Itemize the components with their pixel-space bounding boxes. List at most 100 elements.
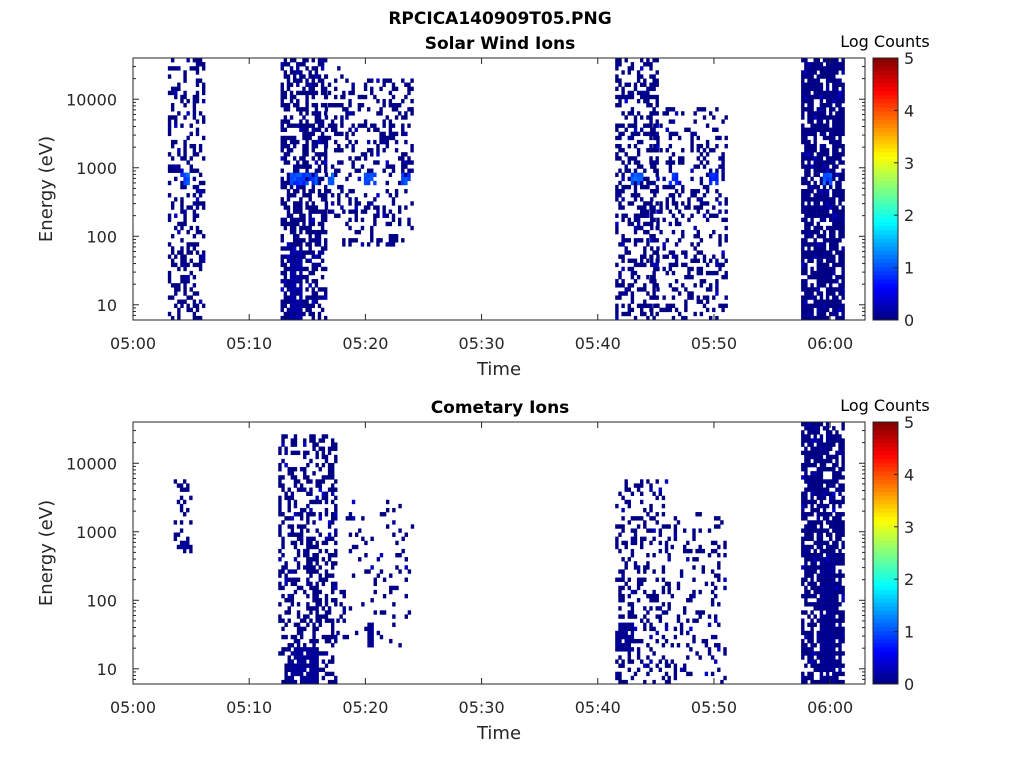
heatmap-cell bbox=[832, 152, 836, 157]
heatmap-cell bbox=[804, 127, 808, 132]
heatmap-cell bbox=[832, 238, 836, 243]
heatmap-cell bbox=[627, 634, 631, 640]
heatmap-cell bbox=[305, 266, 309, 272]
heatmap-cell bbox=[693, 189, 697, 194]
heatmap-cell bbox=[201, 62, 206, 67]
heatmap-cell bbox=[309, 458, 313, 464]
heatmap-cell bbox=[832, 107, 836, 112]
heatmap-cell bbox=[311, 279, 315, 284]
heatmap-cell bbox=[334, 585, 338, 591]
heatmap-cell bbox=[340, 115, 344, 120]
heatmap-cell bbox=[838, 66, 842, 71]
heatmap-cell bbox=[841, 303, 845, 309]
heatmap-cell bbox=[334, 548, 338, 554]
heatmap-cell bbox=[330, 438, 335, 443]
heatmap-cell bbox=[170, 283, 175, 288]
heatmap-cell bbox=[342, 593, 346, 599]
heatmap-cell bbox=[292, 135, 297, 141]
heatmap-cell bbox=[334, 634, 338, 640]
heatmap-cell bbox=[311, 262, 315, 268]
heatmap-cell bbox=[650, 217, 654, 223]
heatmap-cell bbox=[367, 634, 371, 640]
heatmap-cell bbox=[841, 524, 845, 529]
heatmap-cell bbox=[822, 193, 827, 198]
heatmap-cell bbox=[401, 176, 405, 182]
heatmap-cell bbox=[299, 283, 303, 288]
heatmap-cell bbox=[643, 614, 647, 619]
heatmap-cell bbox=[284, 434, 288, 439]
heatmap-cell bbox=[312, 585, 316, 591]
heatmap-cell bbox=[819, 209, 824, 214]
heatmap-cell bbox=[829, 573, 833, 578]
heatmap-cell bbox=[615, 152, 619, 157]
heatmap-cell bbox=[807, 520, 811, 525]
heatmap-cell bbox=[825, 651, 830, 656]
heatmap-cell bbox=[652, 58, 656, 63]
heatmap-cell bbox=[401, 123, 405, 128]
heatmap-cell bbox=[835, 544, 839, 550]
heatmap-cell bbox=[702, 164, 707, 169]
heatmap-cell bbox=[646, 610, 650, 615]
heatmap-cell bbox=[677, 135, 682, 141]
colorbar-segment bbox=[873, 569, 898, 574]
heatmap-cell bbox=[838, 287, 842, 292]
heatmap-cell bbox=[825, 585, 830, 591]
heatmap-cell bbox=[330, 536, 335, 542]
heatmap-cell bbox=[314, 70, 319, 75]
heatmap-cell bbox=[807, 184, 811, 190]
heatmap-cell bbox=[286, 135, 291, 141]
heatmap-cell bbox=[649, 606, 653, 611]
heatmap-cell bbox=[724, 115, 728, 120]
heatmap-cell bbox=[376, 78, 380, 83]
heatmap-cell bbox=[315, 585, 319, 591]
colorbar-segment bbox=[873, 479, 898, 484]
heatmap-cell bbox=[183, 258, 187, 263]
heatmap-cell bbox=[296, 487, 301, 492]
heatmap-cell bbox=[804, 152, 808, 157]
heatmap-cell bbox=[299, 287, 303, 292]
heatmap-cell bbox=[615, 638, 619, 644]
heatmap-cell bbox=[674, 254, 679, 259]
colorbar-segment bbox=[873, 524, 898, 529]
heatmap-cell bbox=[825, 66, 830, 71]
heatmap-cell bbox=[309, 438, 313, 443]
heatmap-cell bbox=[312, 593, 316, 599]
heatmap-cell bbox=[382, 610, 387, 615]
heatmap-cell bbox=[354, 197, 358, 202]
heatmap-cell bbox=[302, 184, 306, 190]
heatmap-cell bbox=[401, 127, 405, 132]
heatmap-cell bbox=[822, 630, 827, 636]
heatmap-cell bbox=[621, 528, 625, 533]
heatmap-cell bbox=[299, 156, 303, 161]
heatmap-cell bbox=[681, 111, 685, 116]
heatmap-cell bbox=[309, 585, 313, 591]
heatmap-cell bbox=[308, 270, 312, 276]
heatmap-cell bbox=[807, 119, 811, 124]
heatmap-cell bbox=[829, 610, 833, 615]
heatmap-cell bbox=[633, 262, 638, 268]
heatmap-cell bbox=[835, 618, 839, 623]
heatmap-cell bbox=[290, 438, 295, 443]
heatmap-cell bbox=[643, 507, 647, 513]
heatmap-cell bbox=[348, 225, 352, 231]
heatmap-cell bbox=[679, 622, 684, 627]
heatmap-cell bbox=[804, 602, 808, 607]
heatmap-cell bbox=[832, 189, 836, 194]
heatmap-cell bbox=[180, 184, 184, 190]
heatmap-cell bbox=[314, 152, 319, 157]
heatmap-cell bbox=[394, 86, 399, 92]
heatmap-cell bbox=[673, 671, 678, 677]
heatmap-cell bbox=[308, 86, 312, 92]
heatmap-cell bbox=[299, 238, 303, 243]
heatmap-cell bbox=[633, 258, 638, 263]
heatmap-cell bbox=[388, 131, 393, 137]
heatmap-cell bbox=[306, 491, 310, 496]
heatmap-cell bbox=[656, 143, 660, 149]
x-tick-label: 05:30 bbox=[459, 698, 505, 717]
heatmap-cell bbox=[825, 225, 830, 231]
heatmap-cell bbox=[810, 495, 814, 501]
heatmap-cell bbox=[807, 291, 811, 296]
heatmap-cell bbox=[311, 127, 315, 132]
heatmap-cell bbox=[287, 524, 291, 529]
heatmap-cell bbox=[334, 94, 338, 100]
